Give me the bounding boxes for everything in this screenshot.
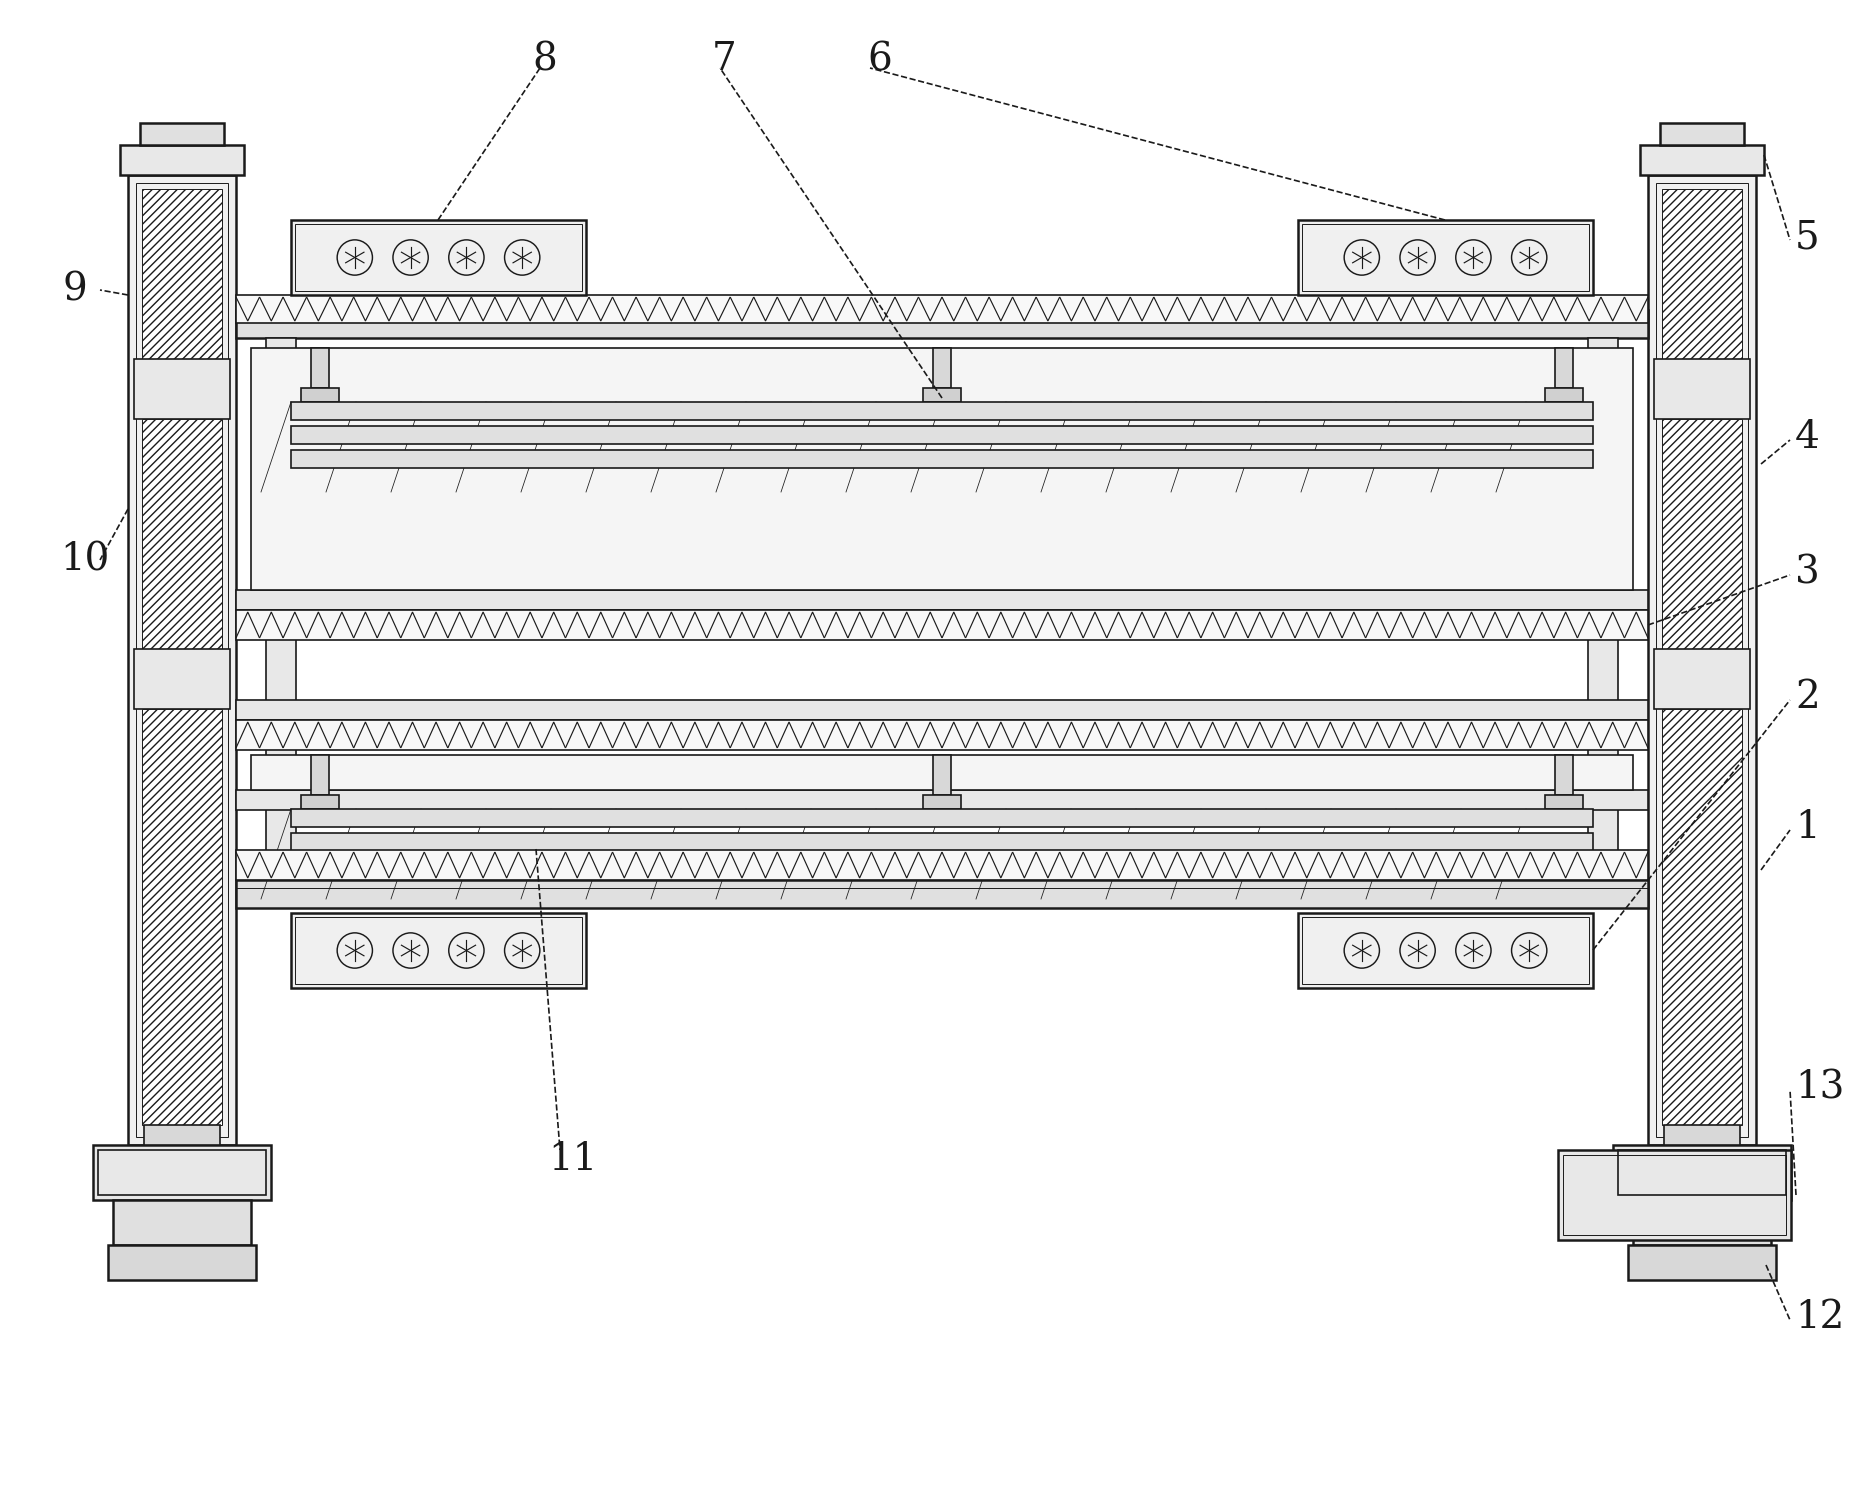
Text: 5: 5: [1795, 219, 1820, 256]
Bar: [1546, 389, 1583, 402]
Bar: [133, 359, 231, 418]
Bar: [236, 295, 1647, 323]
Bar: [144, 1126, 219, 1145]
Bar: [113, 1200, 251, 1245]
Bar: [236, 880, 1647, 908]
Bar: [1546, 795, 1583, 809]
Bar: [923, 795, 961, 809]
Bar: [291, 220, 585, 295]
Bar: [143, 418, 221, 649]
Bar: [135, 183, 229, 1138]
Bar: [1662, 189, 1743, 359]
Bar: [1647, 176, 1756, 1145]
Bar: [1555, 755, 1572, 795]
Text: 11: 11: [548, 1142, 597, 1178]
Text: 1: 1: [1795, 810, 1820, 847]
Bar: [291, 402, 1593, 420]
Bar: [236, 791, 1647, 810]
Text: 3: 3: [1795, 554, 1820, 591]
Bar: [236, 610, 1647, 640]
Bar: [109, 1245, 255, 1281]
Bar: [291, 858, 1593, 876]
Bar: [1662, 418, 1743, 649]
Text: 10: 10: [60, 542, 109, 579]
Text: 13: 13: [1795, 1069, 1844, 1106]
Bar: [1298, 913, 1593, 989]
Bar: [128, 176, 236, 1145]
Bar: [291, 426, 1593, 444]
Text: 8: 8: [533, 42, 557, 79]
Text: 2: 2: [1795, 679, 1820, 716]
Bar: [295, 223, 582, 290]
Bar: [236, 850, 1647, 880]
Bar: [1632, 1200, 1771, 1245]
Bar: [291, 809, 1593, 826]
Bar: [1557, 1150, 1792, 1240]
Bar: [300, 795, 340, 809]
Bar: [236, 721, 1647, 750]
Bar: [1655, 359, 1750, 418]
Bar: [291, 832, 1593, 852]
Bar: [1613, 1145, 1792, 1200]
Bar: [1302, 917, 1589, 984]
Bar: [251, 348, 1632, 590]
Bar: [1587, 338, 1617, 880]
Bar: [1660, 124, 1745, 144]
Bar: [300, 389, 340, 402]
Bar: [1555, 348, 1572, 389]
Bar: [94, 1145, 270, 1200]
Bar: [1662, 709, 1743, 1126]
Bar: [291, 450, 1593, 468]
Bar: [143, 709, 221, 1126]
Bar: [1563, 1155, 1786, 1234]
Bar: [236, 590, 1647, 610]
Bar: [141, 124, 223, 144]
Bar: [120, 144, 244, 176]
Bar: [1617, 1150, 1786, 1196]
Bar: [236, 310, 1647, 338]
Bar: [1655, 649, 1750, 709]
Bar: [133, 649, 231, 709]
Text: 12: 12: [1795, 1300, 1844, 1337]
Bar: [143, 189, 221, 359]
Bar: [251, 755, 1632, 791]
Text: 4: 4: [1795, 420, 1820, 457]
Bar: [266, 338, 296, 880]
Text: 9: 9: [62, 271, 86, 308]
Bar: [236, 700, 1647, 721]
Bar: [1628, 1245, 1777, 1281]
Bar: [1302, 223, 1589, 290]
Bar: [311, 348, 328, 389]
Bar: [291, 913, 585, 989]
Bar: [1664, 1126, 1741, 1145]
Bar: [932, 755, 951, 795]
Bar: [1640, 144, 1763, 176]
Text: 6: 6: [867, 42, 891, 79]
Bar: [311, 755, 328, 795]
Bar: [1657, 183, 1748, 1138]
Bar: [98, 1150, 266, 1196]
Bar: [932, 348, 951, 389]
Bar: [923, 389, 961, 402]
Bar: [295, 917, 582, 984]
Bar: [1298, 220, 1593, 295]
Text: 7: 7: [713, 42, 737, 79]
